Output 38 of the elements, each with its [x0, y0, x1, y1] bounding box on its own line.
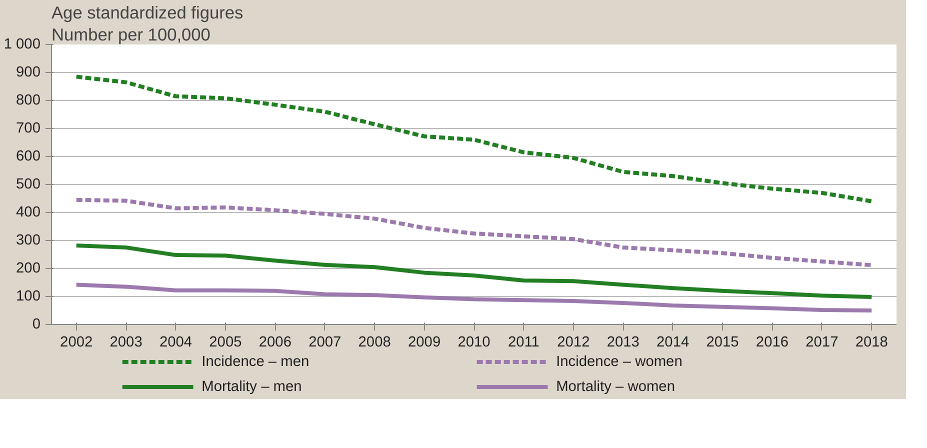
y-tick-label: 400 — [16, 204, 41, 220]
x-tick-label: 2004 — [159, 334, 192, 350]
y-tick-label: 900 — [16, 64, 41, 80]
line-series — [74, 282, 874, 312]
x-tick-label: 2013 — [606, 334, 640, 350]
legend-label: Incidence – men — [202, 354, 310, 370]
line-series — [74, 74, 874, 204]
line-series — [74, 244, 874, 300]
x-tick-label: 2016 — [756, 334, 789, 350]
x-tick-label: 2002 — [60, 334, 93, 350]
legend-label: Mortality – women — [556, 379, 675, 395]
x-tick-label: 2005 — [209, 334, 242, 350]
x-tick-label: 2009 — [408, 334, 441, 350]
y-tick-label: 700 — [16, 120, 41, 136]
x-tick-label: 2007 — [308, 334, 342, 350]
y-tick-label: 800 — [16, 92, 41, 108]
x-tick-label: 2011 — [508, 334, 540, 350]
y-axis-title: Number per 100,000 — [52, 24, 210, 44]
y-tick-label: 1 000 — [4, 36, 41, 52]
x-tick-label: 2006 — [258, 334, 292, 350]
y-tick-label: 300 — [16, 232, 41, 248]
legend-label: Mortality – men — [202, 379, 302, 395]
x-tick-label: 2014 — [656, 334, 690, 350]
x-tick-label: 2017 — [806, 334, 838, 350]
y-tick-label: 600 — [16, 148, 41, 164]
x-tick-label: 2018 — [855, 334, 888, 350]
x-tick-label: 2015 — [706, 334, 739, 350]
y-tick-label: 200 — [16, 260, 41, 276]
legend-label: Incidence – women — [556, 354, 682, 370]
x-tick-label: 2008 — [358, 334, 391, 350]
x-tick-label: 2003 — [110, 334, 142, 350]
y-tick-label: 500 — [16, 176, 41, 192]
chart-title: Age standardized figures — [52, 2, 244, 22]
y-tick-label: 100 — [16, 288, 41, 304]
y-tick-label: 0 — [32, 316, 41, 332]
x-tick-label: 2010 — [458, 334, 490, 350]
x-tick-label: 2012 — [557, 334, 590, 350]
line-series — [74, 198, 874, 268]
